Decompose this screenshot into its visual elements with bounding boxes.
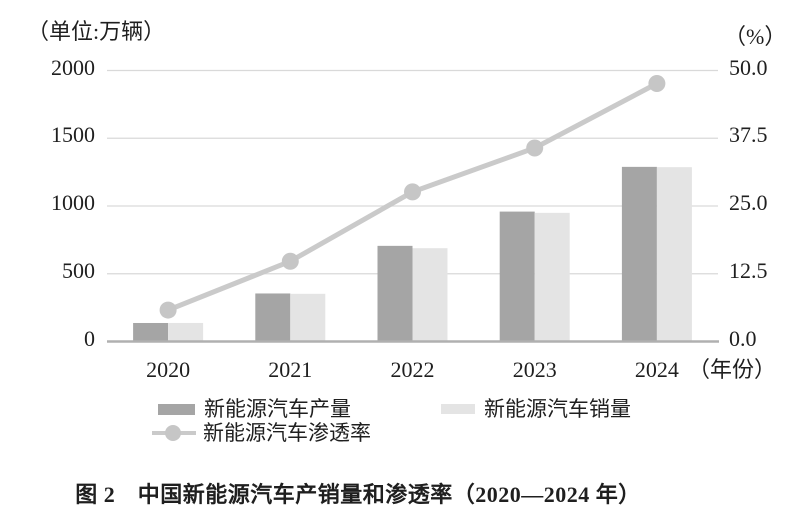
production-bar bbox=[621, 166, 657, 342]
left-axis-unit-label: （单位:万辆） bbox=[27, 19, 166, 44]
sales-bar bbox=[168, 322, 204, 342]
sales-swatch bbox=[441, 404, 475, 414]
penetration-line-swatch bbox=[152, 425, 196, 442]
penetration-marker bbox=[281, 252, 299, 270]
production-swatch bbox=[158, 403, 195, 415]
production-bar bbox=[499, 211, 535, 342]
sales-bar bbox=[656, 167, 692, 342]
production-bar bbox=[133, 322, 169, 342]
penetration-marker bbox=[159, 301, 177, 319]
legend-label-production: 新能源汽车产量 bbox=[204, 397, 351, 421]
legend-label-sales: 新能源汽车销量 bbox=[484, 397, 631, 421]
penetration-marker bbox=[404, 183, 421, 201]
right-axis-unit-label: （%） bbox=[724, 24, 787, 49]
production-bar bbox=[255, 293, 291, 342]
penetration-marker bbox=[648, 75, 666, 93]
x-axis-unit-label: （年份） bbox=[688, 357, 777, 382]
legend-label-penetration: 新能源汽车渗透率 bbox=[203, 421, 371, 445]
legend-item-sales: 新能源汽车销量 bbox=[441, 396, 631, 422]
sales-bar bbox=[412, 248, 448, 342]
sales-bar bbox=[290, 293, 326, 342]
penetration-marker bbox=[526, 139, 544, 157]
penetration-line-swatch-dot bbox=[165, 425, 181, 441]
legend-item-production: 新能源汽车产量 bbox=[158, 396, 351, 422]
sales-bar bbox=[534, 212, 570, 342]
legend-item-penetration: 新能源汽车渗透率 bbox=[152, 420, 371, 446]
figure-caption: 图 2 中国新能源汽车产销量和渗透率（2020—2024 年） bbox=[75, 482, 641, 507]
production-bar bbox=[377, 245, 413, 342]
